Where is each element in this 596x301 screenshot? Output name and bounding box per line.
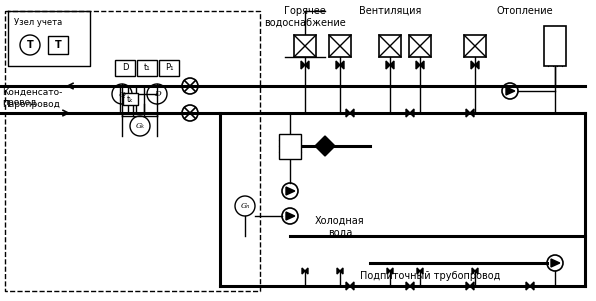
Polygon shape xyxy=(350,282,354,290)
Polygon shape xyxy=(475,268,478,274)
Text: T: T xyxy=(55,40,61,50)
Bar xyxy=(115,60,135,76)
Polygon shape xyxy=(471,61,475,69)
Bar xyxy=(464,35,486,57)
Polygon shape xyxy=(315,136,335,156)
Polygon shape xyxy=(475,61,479,69)
Polygon shape xyxy=(340,61,344,69)
Bar xyxy=(159,60,179,76)
Polygon shape xyxy=(420,61,424,69)
Text: Отопление: Отопление xyxy=(496,6,553,16)
Text: t₁: t₁ xyxy=(144,64,150,73)
Text: Горячее
водоснабжение: Горячее водоснабжение xyxy=(264,6,346,28)
Polygon shape xyxy=(346,282,350,290)
Text: Конденсато-
провод: Конденсато- провод xyxy=(2,88,63,107)
Bar xyxy=(294,35,316,57)
Polygon shape xyxy=(410,282,414,290)
Polygon shape xyxy=(530,282,534,290)
Polygon shape xyxy=(406,109,410,117)
Text: Подпиточный трубопровод: Подпиточный трубопровод xyxy=(360,271,500,281)
Polygon shape xyxy=(305,61,309,69)
Text: tₖ: tₖ xyxy=(126,95,134,104)
Text: Gₖ: Gₖ xyxy=(135,122,144,130)
Text: Вентиляция: Вентиляция xyxy=(359,6,421,16)
Polygon shape xyxy=(336,61,340,69)
Text: P₁: P₁ xyxy=(164,64,173,73)
Text: T: T xyxy=(27,40,33,50)
Polygon shape xyxy=(286,187,295,195)
Polygon shape xyxy=(470,282,474,290)
Polygon shape xyxy=(417,268,420,274)
Polygon shape xyxy=(420,268,423,274)
Polygon shape xyxy=(387,268,390,274)
Text: Gₙ: Gₙ xyxy=(240,202,250,210)
Polygon shape xyxy=(340,268,343,274)
Bar xyxy=(123,93,138,105)
Polygon shape xyxy=(390,61,394,69)
Text: Q: Q xyxy=(119,90,125,98)
Polygon shape xyxy=(466,282,470,290)
Polygon shape xyxy=(551,259,560,267)
Bar xyxy=(279,134,301,159)
Polygon shape xyxy=(526,282,530,290)
Polygon shape xyxy=(390,268,393,274)
Bar xyxy=(409,35,431,57)
Polygon shape xyxy=(350,109,354,117)
Text: D: D xyxy=(154,90,160,98)
Polygon shape xyxy=(337,268,340,274)
Bar xyxy=(379,35,401,57)
Bar xyxy=(544,26,566,66)
Polygon shape xyxy=(305,268,308,274)
Bar xyxy=(48,36,68,54)
Polygon shape xyxy=(386,61,390,69)
Polygon shape xyxy=(302,268,305,274)
Polygon shape xyxy=(470,109,474,117)
Bar xyxy=(137,60,157,76)
Polygon shape xyxy=(301,61,305,69)
Polygon shape xyxy=(410,109,414,117)
Text: Узел учета: Узел учета xyxy=(14,18,62,27)
Text: Холодная
вода: Холодная вода xyxy=(315,216,365,237)
Polygon shape xyxy=(416,61,420,69)
Polygon shape xyxy=(406,282,410,290)
Polygon shape xyxy=(506,87,515,95)
Text: Паропровод: Паропровод xyxy=(2,100,60,109)
Polygon shape xyxy=(466,109,470,117)
Polygon shape xyxy=(286,212,295,220)
Bar xyxy=(329,35,351,57)
Text: D: D xyxy=(122,64,128,73)
Polygon shape xyxy=(346,109,350,117)
Polygon shape xyxy=(472,268,475,274)
